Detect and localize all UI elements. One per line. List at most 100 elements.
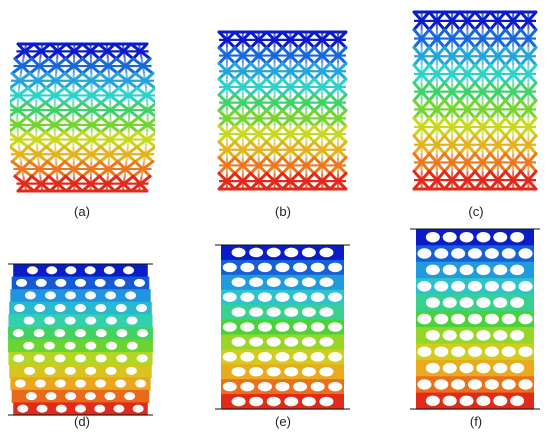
shell-band bbox=[9, 364, 152, 378]
perforation-hole bbox=[136, 304, 148, 313]
perforation-hole bbox=[476, 330, 491, 341]
perforation-hole bbox=[116, 354, 128, 363]
perforation-hole bbox=[95, 329, 107, 338]
perforation-hole bbox=[293, 322, 308, 332]
perforation-hole bbox=[476, 231, 491, 243]
perforation-hole bbox=[105, 291, 117, 300]
perforation-hole bbox=[64, 366, 76, 375]
perforation-hole bbox=[468, 313, 482, 325]
perforation-hole bbox=[510, 395, 525, 407]
perforation-hole bbox=[425, 264, 440, 276]
perforation-hole bbox=[442, 395, 457, 407]
perforation-hole bbox=[33, 354, 45, 363]
perforation-hole bbox=[266, 396, 281, 407]
perforation-hole bbox=[328, 352, 343, 362]
perforation-hole bbox=[17, 404, 29, 413]
perforation-hole bbox=[284, 337, 299, 347]
perforation-hole bbox=[468, 346, 482, 357]
perforation-hole bbox=[328, 322, 343, 332]
perforation-hole bbox=[266, 337, 281, 347]
perforation-hole bbox=[222, 292, 237, 302]
perforation-hole bbox=[257, 292, 272, 302]
perforation-hole bbox=[459, 362, 474, 374]
caption-a: (a) bbox=[74, 204, 90, 219]
perforation-hole bbox=[64, 291, 76, 300]
perforation-hole bbox=[105, 316, 117, 325]
perforation-hole bbox=[484, 248, 499, 259]
perforation-hole bbox=[137, 329, 149, 338]
perforation-hole bbox=[266, 277, 281, 288]
perforation-hole bbox=[451, 281, 466, 292]
perforation-hole bbox=[266, 247, 281, 258]
perforation-hole bbox=[85, 316, 97, 325]
panel-f-perforated-structure bbox=[410, 227, 540, 411]
perforation-hole bbox=[518, 313, 533, 325]
perforation-hole bbox=[425, 395, 440, 407]
perforation-hole bbox=[85, 366, 97, 375]
perforation-hole bbox=[44, 291, 56, 300]
perforation-hole bbox=[476, 297, 491, 308]
perforation-hole bbox=[442, 297, 457, 308]
perforation-hole bbox=[54, 329, 66, 338]
panel-d-graphic bbox=[8, 263, 153, 416]
perforation-hole bbox=[310, 292, 325, 302]
perforation-hole bbox=[115, 304, 127, 313]
perforation-hole bbox=[310, 322, 325, 332]
perforation-hole bbox=[249, 307, 264, 317]
perforation-hole bbox=[94, 404, 106, 413]
perforation-hole bbox=[240, 262, 255, 273]
perforation-hole bbox=[84, 392, 96, 401]
perforation-hole bbox=[484, 379, 499, 390]
perforation-hole bbox=[54, 354, 66, 363]
perforation-hole bbox=[442, 330, 457, 341]
perforation-hole bbox=[240, 292, 255, 302]
perforation-hole bbox=[501, 379, 516, 390]
perforation-hole bbox=[126, 341, 138, 350]
perforation-hole bbox=[75, 379, 86, 388]
perforation-hole bbox=[114, 278, 126, 287]
perforation-hole bbox=[493, 362, 508, 374]
perforation-hole bbox=[451, 379, 466, 390]
perforation-hole bbox=[275, 292, 290, 302]
perforation-hole bbox=[442, 362, 457, 374]
perforation-hole bbox=[132, 404, 144, 413]
perforation-hole bbox=[54, 379, 66, 388]
perforation-hole bbox=[301, 277, 316, 288]
perforation-hole bbox=[104, 392, 116, 401]
perforation-hole bbox=[518, 379, 533, 390]
perforation-hole bbox=[459, 330, 474, 341]
perforation-hole bbox=[328, 262, 343, 273]
perforation-hole bbox=[240, 322, 255, 332]
perforation-hole bbox=[222, 262, 237, 273]
perforation-hole bbox=[95, 379, 107, 388]
perforation-hole bbox=[12, 329, 24, 338]
perforation-hole bbox=[257, 262, 272, 273]
perforation-hole bbox=[417, 313, 432, 325]
perforation-hole bbox=[417, 248, 432, 259]
perforation-hole bbox=[44, 316, 56, 325]
perforation-hole bbox=[222, 322, 237, 332]
perforation-hole bbox=[75, 304, 86, 313]
perforation-hole bbox=[493, 297, 508, 308]
perforation-hole bbox=[293, 292, 308, 302]
perforation-hole bbox=[55, 404, 67, 413]
caption-e: (e) bbox=[275, 414, 291, 429]
perforation-hole bbox=[484, 313, 499, 325]
perforation-hole bbox=[275, 262, 290, 273]
perforation-hole bbox=[434, 281, 449, 292]
perforation-hole bbox=[240, 381, 255, 392]
perforation-hole bbox=[319, 366, 334, 377]
panel-b-lattice-structure bbox=[215, 28, 350, 193]
perforation-hole bbox=[249, 277, 264, 288]
perforation-hole bbox=[249, 366, 264, 377]
panel-f-graphic bbox=[410, 228, 540, 410]
perforation-hole bbox=[75, 329, 86, 338]
perforation-hole bbox=[125, 291, 137, 300]
panel-e-perforated-structure bbox=[215, 243, 350, 411]
perforation-hole bbox=[36, 404, 48, 413]
perforation-hole bbox=[293, 352, 308, 362]
perforation-hole bbox=[425, 330, 440, 341]
perforation-hole bbox=[23, 316, 35, 325]
perforation-hole bbox=[425, 362, 440, 374]
perforation-hole bbox=[222, 352, 237, 362]
